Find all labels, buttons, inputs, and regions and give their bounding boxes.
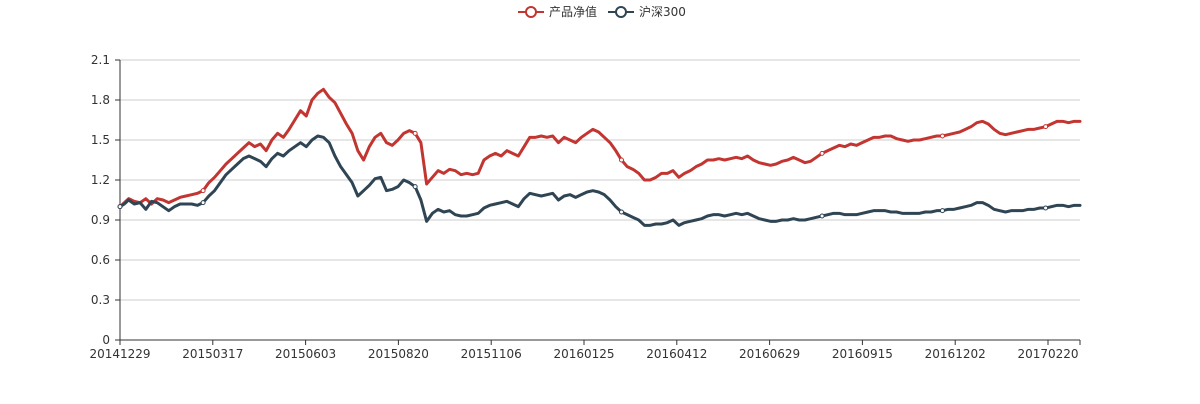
data-point-index[interactable] xyxy=(200,200,206,206)
legend-item-product[interactable]: 产品净值 xyxy=(518,4,597,19)
legend[interactable]: 产品净值 沪深300 xyxy=(518,4,686,19)
legend-label-product: 产品净值 xyxy=(549,4,597,19)
y-tick-label: 1.8 xyxy=(91,93,110,107)
x-tick-label: 20141229 xyxy=(89,347,150,361)
data-point-product[interactable] xyxy=(618,157,624,163)
series-line-index[interactable] xyxy=(118,134,1082,227)
y-tick-label: 1.5 xyxy=(91,133,110,147)
legend-marker-index xyxy=(615,6,627,18)
y-axis-ticks: 0 0.3 0.6 0.9 1.2 1.5 1.8 2.1 xyxy=(91,53,120,347)
data-point-product[interactable] xyxy=(819,150,825,156)
x-tick-label: 20161202 xyxy=(925,347,986,361)
y-tick-label: 0 xyxy=(102,333,110,347)
x-tick-label: 20150603 xyxy=(275,347,336,361)
data-point-product[interactable] xyxy=(200,188,206,194)
data-point-index[interactable] xyxy=(819,213,825,219)
y-tick-label: 0.9 xyxy=(91,213,110,227)
data-point-product[interactable] xyxy=(412,130,418,136)
x-tick-label: 20150820 xyxy=(368,347,429,361)
data-point-index[interactable] xyxy=(618,209,624,215)
x-tick-label: 20160915 xyxy=(832,347,893,361)
x-axis-ticks: 20141229 20150317 20150603 20150820 20151106… xyxy=(89,340,1081,361)
y-tick-label: 2.1 xyxy=(91,53,110,67)
data-point-index[interactable] xyxy=(1043,205,1049,211)
legend-label-index: 沪深300 xyxy=(639,5,686,19)
y-grid xyxy=(120,59,1080,301)
series-lines xyxy=(117,87,1082,227)
data-point-index[interactable] xyxy=(117,204,123,210)
x-tick-label: 20160412 xyxy=(646,347,707,361)
data-point-index[interactable] xyxy=(939,208,945,214)
data-point-product[interactable] xyxy=(939,133,945,139)
data-point-index[interactable] xyxy=(412,184,418,190)
x-tick-label: 20160125 xyxy=(553,347,614,361)
x-tick-label: 20150317 xyxy=(182,347,243,361)
legend-marker-product xyxy=(525,6,537,18)
x-tick-label: 20160629 xyxy=(739,347,800,361)
legend-item-index[interactable]: 沪深300 xyxy=(608,5,686,19)
series-line-product[interactable] xyxy=(118,87,1082,209)
x-tick-label: 20170220 xyxy=(1017,347,1078,361)
y-tick-label: 0.3 xyxy=(91,293,110,307)
data-point-product[interactable] xyxy=(1043,124,1049,130)
y-tick-label: 0.6 xyxy=(91,253,110,267)
x-tick-label: 20151106 xyxy=(461,347,522,361)
y-tick-label: 1.2 xyxy=(91,173,110,187)
